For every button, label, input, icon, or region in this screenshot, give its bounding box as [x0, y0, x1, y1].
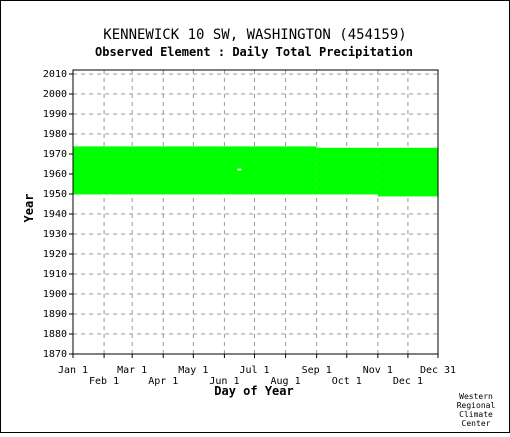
y-tick-label: 1990	[43, 109, 67, 120]
y-tick-label: 1920	[43, 249, 67, 260]
observed-data-block	[73, 146, 317, 195]
axes: 2010 2000 1990 1980 1970 1960 1950 1940 1930 1920…	[43, 69, 456, 387]
x-tick-label: Jan 1	[58, 365, 88, 376]
grid-lines	[73, 70, 438, 354]
y-tick-label: 1980	[43, 129, 67, 140]
observed-data-block	[316, 147, 378, 195]
y-tick-label: 1930	[43, 229, 67, 240]
x-tick-label: Jul 1	[239, 365, 269, 376]
x-tick-label: Apr 1	[148, 376, 178, 387]
observed-data-block	[377, 147, 438, 197]
y-tick-label: 1960	[43, 169, 67, 180]
x-axis-label: Day of Year	[214, 384, 293, 398]
y-tick-label: 2010	[43, 69, 67, 80]
y-axis-label: Year	[22, 194, 36, 223]
x-tick-label: Dec 31	[420, 365, 456, 376]
x-tick-label: Mar 1	[117, 365, 147, 376]
y-tick-label: 1950	[43, 189, 67, 200]
y-tick-label: 1880	[43, 329, 67, 340]
x-tick-label: Nov 1	[363, 365, 393, 376]
y-tick-label: 1910	[43, 269, 67, 280]
x-tick-label: Feb 1	[89, 376, 119, 387]
y-tick-label: 1870	[43, 349, 67, 360]
x-tick-label: Aug 1	[271, 376, 301, 387]
credit-block: Western Regional Climate Center	[457, 392, 496, 428]
credit-line: Climate	[459, 410, 493, 419]
credit-line: Western	[459, 392, 493, 401]
credit-line: Center	[462, 419, 491, 428]
y-tick-label: 2000	[43, 89, 67, 100]
x-tick-label: Jun 1	[209, 376, 239, 387]
y-tick-label: 1970	[43, 149, 67, 160]
y-tick-label: 1940	[43, 209, 67, 220]
chart-subtitle: Observed Element : Daily Total Precipita…	[95, 45, 413, 59]
data-layer	[73, 146, 438, 197]
missing-data-cell	[237, 168, 242, 171]
y-tick-label: 1890	[43, 309, 67, 320]
chart-title: KENNEWICK 10 SW, WASHINGTON (454159)	[103, 27, 406, 43]
x-tick-label: Dec 1	[393, 376, 423, 387]
x-tick-label: May 1	[178, 365, 208, 376]
x-tick-label: Sep 1	[302, 365, 332, 376]
y-tick-label: 1900	[43, 289, 67, 300]
credit-line: Regional	[457, 401, 496, 410]
plot-border	[72, 69, 439, 355]
x-tick-label: Oct 1	[332, 376, 362, 387]
